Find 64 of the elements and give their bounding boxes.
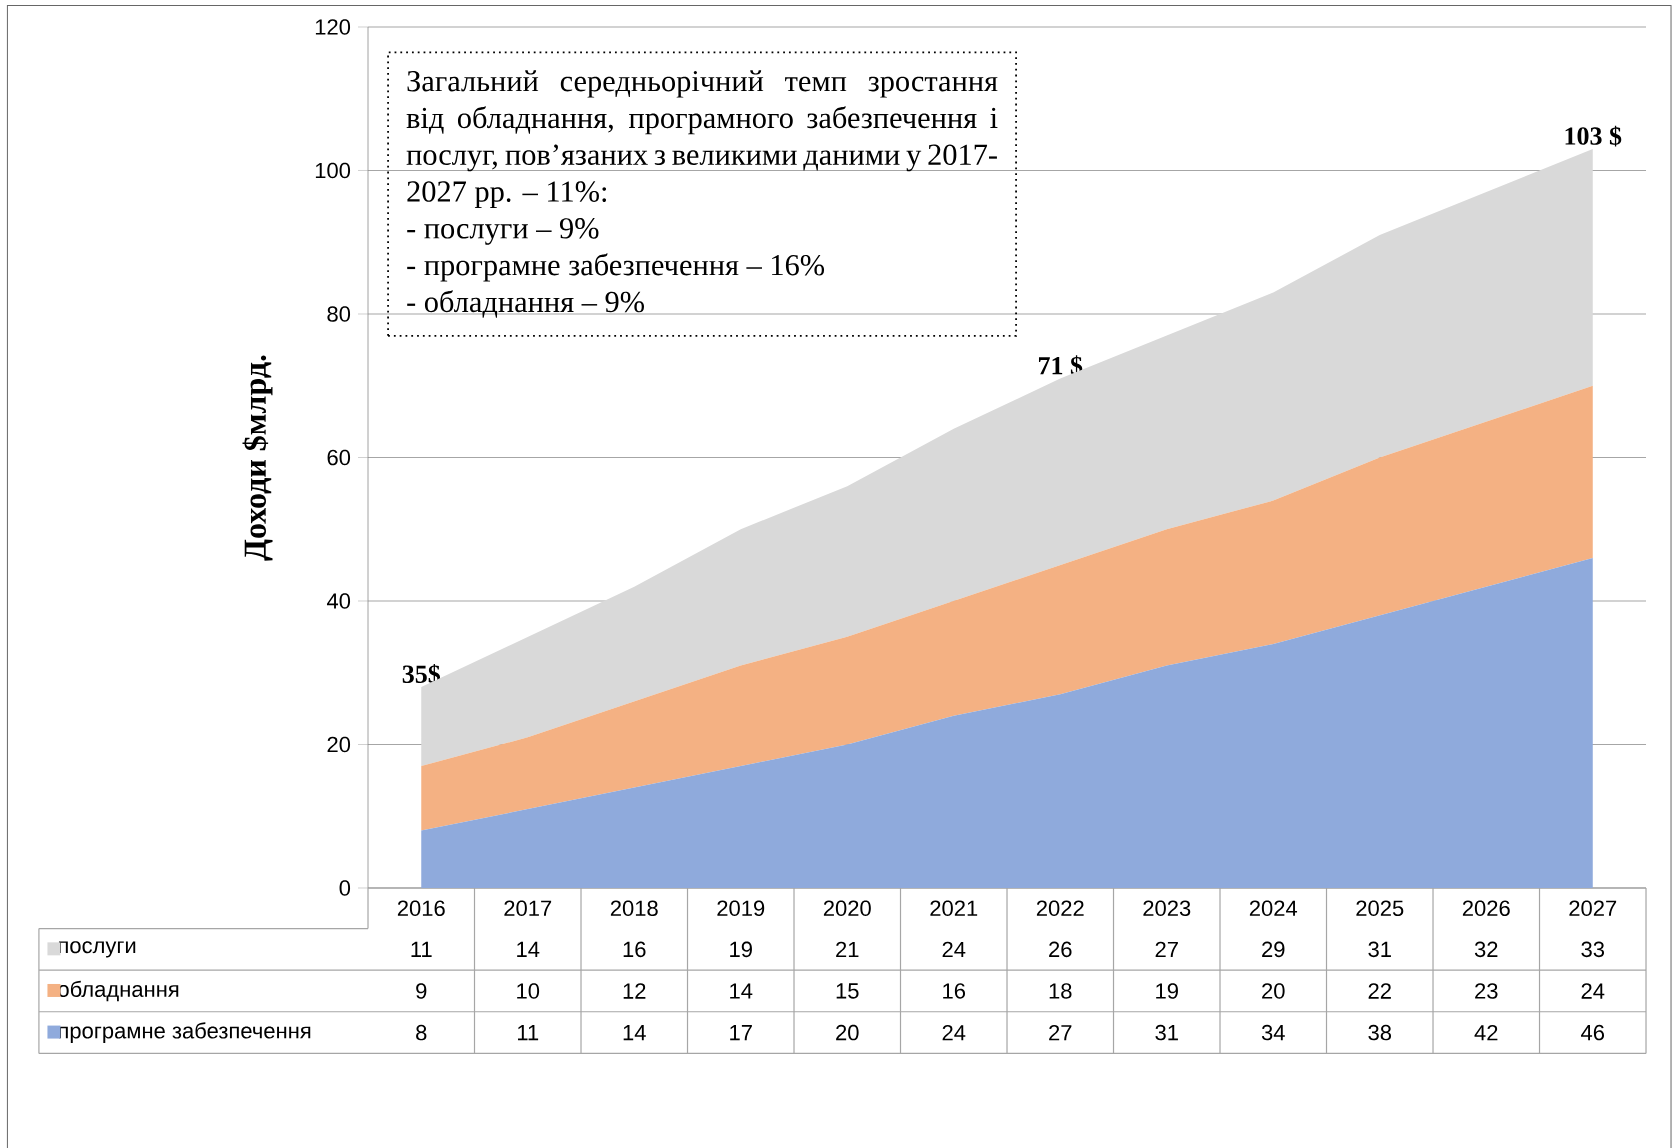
- data-label: 29: [1262, 941, 1285, 958]
- y-tick-label: 60: [327, 449, 351, 466]
- data-label: 10: [517, 983, 540, 999]
- x-tick-label: 2024: [1249, 900, 1298, 917]
- data-label: 12: [623, 983, 646, 999]
- data-label: 17: [730, 1025, 752, 1041]
- legend-label: обладнання: [58, 980, 179, 1002]
- x-tick-label: 2023: [1143, 900, 1191, 917]
- data-label: 16: [943, 983, 966, 999]
- x-tick-label: 2022: [1036, 900, 1084, 917]
- data-label: 27: [1155, 941, 1178, 958]
- data-label: 11: [411, 941, 432, 957]
- data-label: 20: [836, 1024, 859, 1041]
- data-label: 14: [517, 941, 540, 957]
- data-label: 32: [1474, 941, 1498, 958]
- data-label: 18: [1049, 983, 1072, 999]
- y-tick-label: 20: [327, 736, 351, 753]
- data-label: 33: [1581, 941, 1605, 958]
- x-tick-label: 2018: [610, 900, 658, 917]
- annotation: Загальний середньорічний темп зростання від обладнання, програмного забезпечення і послуг, пов’язаних з великими даними у 2017-2027 рр. – 11%:: [406, 70, 998, 208]
- data-label: 16: [623, 941, 646, 958]
- y-tick-label: 0: [339, 880, 351, 896]
- data-label: 22: [1368, 983, 1391, 999]
- data-label: 19: [730, 941, 752, 958]
- y-axis-title: Доходи $млрд.: [242, 355, 273, 561]
- data-label: 19: [1156, 983, 1178, 999]
- data-label: 9: [416, 983, 427, 999]
- legend-label: програмне забезпечення: [58, 1022, 311, 1043]
- y-tick-label: 80: [327, 306, 351, 322]
- data-label: 14: [623, 1025, 646, 1041]
- legend-label: послуги: [58, 941, 136, 958]
- data-label: 24: [1581, 983, 1605, 999]
- y-tick-label: 100: [315, 162, 351, 179]
- data-label: 14: [730, 983, 753, 999]
- annotation: 103 $: [1565, 125, 1622, 147]
- x-tick-label: 2021: [930, 900, 978, 917]
- x-tick-label: 2026: [1462, 900, 1510, 917]
- x-tick-label: 2025: [1356, 900, 1404, 917]
- data-label: 20: [1262, 983, 1285, 999]
- y-tick-label: 40: [326, 593, 351, 609]
- data-label: 27: [1049, 1024, 1072, 1041]
- data-label: 46: [1581, 1024, 1605, 1041]
- x-tick-label: 2019: [717, 900, 765, 917]
- data-label: 42: [1474, 1024, 1498, 1041]
- data-label: 15: [836, 983, 859, 999]
- data-label: 24: [942, 941, 966, 958]
- x-tick-label: 2017: [504, 900, 552, 917]
- data-label: 38: [1368, 1024, 1392, 1041]
- data-label: 31: [1368, 941, 1391, 958]
- data-label: 24: [942, 1024, 966, 1041]
- x-tick-label: 2016: [397, 900, 445, 917]
- y-tick-label: 120: [315, 19, 351, 35]
- data-label: 34: [1261, 1024, 1285, 1041]
- annotation: - послуги – 9%: [407, 218, 599, 245]
- annotation: - обладнання – 9%: [407, 290, 644, 318]
- data-label: 11: [518, 1025, 539, 1041]
- data-label: 21: [836, 941, 859, 958]
- x-tick-label: 2027: [1569, 900, 1617, 917]
- annotation: - програмне забезпечення – 16%: [407, 253, 825, 282]
- data-label: 8: [416, 1024, 427, 1041]
- data-label: 31: [1155, 1024, 1178, 1041]
- x-tick-label: 2020: [823, 900, 871, 917]
- data-label: 26: [1049, 941, 1072, 958]
- data-label: 23: [1475, 983, 1498, 999]
